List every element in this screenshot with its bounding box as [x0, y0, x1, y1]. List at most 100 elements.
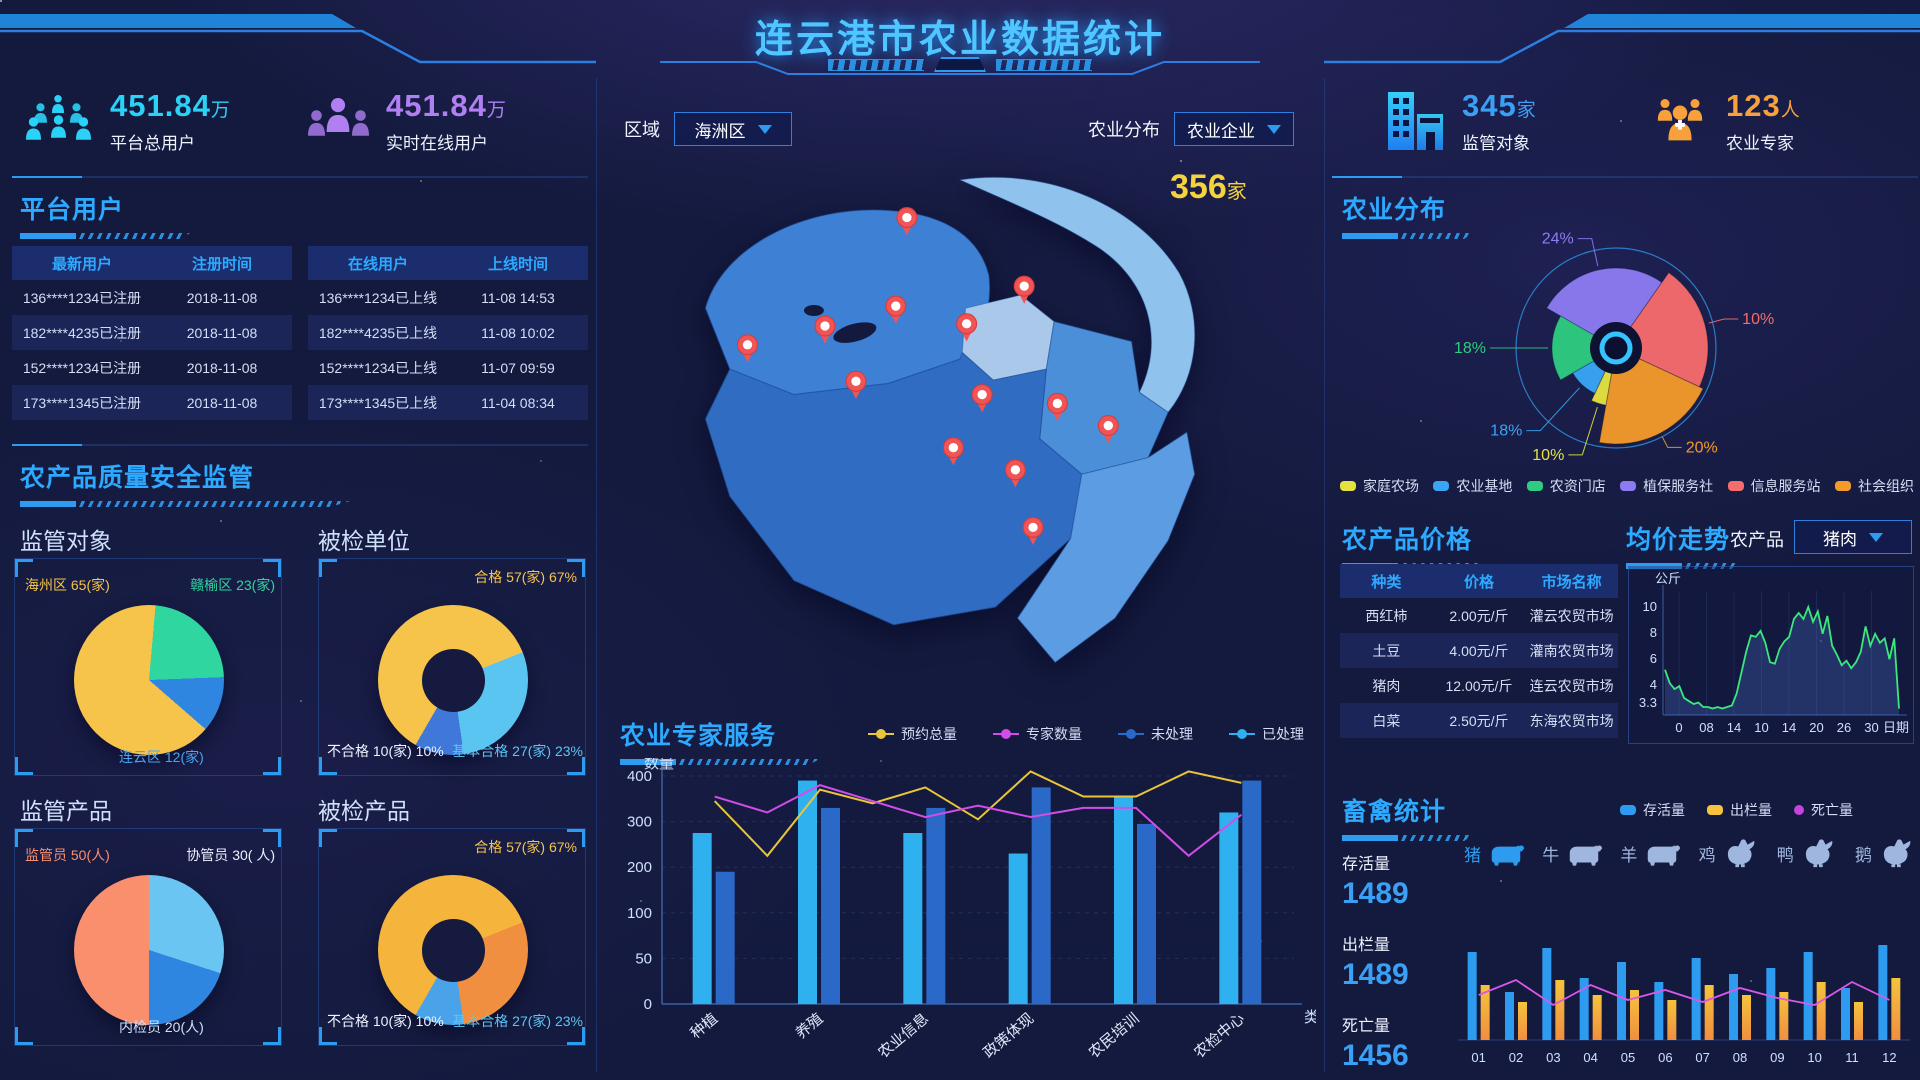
rose-sector[interactable] [1546, 267, 1663, 349]
location-pin-icon[interactable] [971, 384, 993, 413]
online-users-table: 在线用户 上线时间 136****1234已上线 11-08 14:53 182****… [308, 246, 588, 420]
legend-item[interactable]: 已处理 [1229, 724, 1304, 744]
table-cell: 4.00元/斤 [1449, 642, 1509, 659]
y-tick-label: 100 [627, 905, 652, 922]
animal-icon-鹅 [1883, 839, 1911, 868]
right-column: 345家 监管对象 123人 [1332, 70, 1918, 1076]
livestock-stat-死亡量: 死亡量 1456 [1342, 1012, 1456, 1073]
stat-supervise-targets: 345家 监管对象 [1384, 88, 1537, 154]
left-stats-row: 451.84万 平台总用户 451.84万 实时在线用户 [12, 76, 588, 172]
legend-item[interactable]: 社会组织 [1834, 476, 1914, 496]
rose-percent-label: 10% [1742, 311, 1774, 328]
rose-percent-label: 18% [1490, 423, 1522, 440]
x-axis-title: 日期 [1883, 720, 1909, 735]
animal-tab-猪[interactable]: 猪 [1464, 838, 1525, 868]
legend-item[interactable]: 家庭农场 [1340, 476, 1419, 496]
animal-tab-鹅[interactable]: 鹅 [1855, 838, 1916, 868]
animal-icon-猪 [1491, 845, 1525, 866]
legend-item[interactable]: 预约总量 [868, 724, 957, 744]
stat-value: 451.84万 [386, 88, 507, 123]
legend-swatch [1707, 805, 1723, 815]
trend-product-select[interactable]: 猪肉 [1794, 520, 1912, 554]
legend-item[interactable]: 农业基地 [1433, 476, 1512, 496]
table-header-cell: 种类 [1340, 564, 1433, 598]
y-tick-label: 400 [627, 768, 652, 785]
location-pin-icon[interactable] [1004, 459, 1026, 488]
expert-service-legend: 预约总量 专家数量 未处理 已处理 [868, 724, 1304, 744]
location-pin-icon[interactable] [1097, 415, 1119, 444]
donut-chart-checked-unit: 合格 57(家) 67% 不合格 10(家) 10% 基本合格 27(家) 23% [318, 558, 586, 776]
animal-tab-鸭[interactable]: 鸭 [1777, 838, 1838, 868]
legend-swatch [1620, 481, 1637, 491]
table-cell: 182****4235已注册 [22, 324, 142, 341]
chevron-down-icon [1267, 124, 1281, 134]
month-label: 12 [1882, 1050, 1896, 1065]
table-cell: 182****4235已上线 [318, 324, 438, 341]
location-pin-icon[interactable] [814, 315, 836, 344]
table-row: 173****1345已上线 11-04 08:34 [308, 385, 588, 420]
legend-label: 未处理 [1151, 726, 1193, 742]
location-pin-icon[interactable] [942, 437, 964, 466]
animal-tab-牛[interactable]: 牛 [1542, 838, 1603, 868]
table-row: 136****1234已注册 2018-11-08 [12, 280, 292, 315]
animal-tab-鸡[interactable]: 鸡 [1699, 838, 1760, 868]
legend-label: 存活量 [1643, 802, 1685, 818]
legend-label: 预约总量 [901, 726, 957, 742]
stat-value: 345家 [1462, 88, 1537, 123]
x-tick-label: 14 [1727, 720, 1741, 735]
animal-label: 羊 [1620, 845, 1638, 865]
distribution-select[interactable]: 农业企业 [1174, 112, 1294, 146]
location-pin-icon[interactable] [737, 334, 759, 363]
legend-swatch [1118, 729, 1144, 739]
rose-percent-label: 18% [1454, 340, 1486, 357]
region-control: 区域 海洲区 [624, 112, 792, 146]
legend-label: 社会组织 [1857, 478, 1914, 494]
legend-item[interactable]: 植保服务社 [1620, 476, 1713, 496]
table-cell: 152****1234已注册 [22, 359, 142, 376]
city-map [704, 176, 1196, 664]
location-pin-icon[interactable] [1046, 392, 1068, 422]
category-label: 农检中心 [1191, 1010, 1248, 1062]
location-pin-icon[interactable] [1022, 516, 1044, 546]
y-tick-label: 8 [1650, 625, 1657, 640]
latest-users-table: 最新用户 注册时间 136****1234已注册 2018-11-08 182****4… [12, 246, 292, 420]
agri-distribution-rose-chart: 24% 10% 20% 10% 18% 18% [1454, 231, 1774, 464]
animal-icon-羊 [1648, 845, 1681, 866]
location-pin-icon[interactable] [956, 313, 978, 342]
x-tick-label: 10 [1754, 720, 1768, 735]
legend-item[interactable]: 专家数量 [993, 724, 1082, 744]
legend-item[interactable]: 未处理 [1118, 724, 1193, 744]
x-tick-label: 0 [1675, 720, 1682, 735]
chart-subtitle-supervise-target: 监管对象 [20, 528, 112, 554]
animal-tab-羊[interactable]: 羊 [1620, 838, 1681, 868]
right-stats-row: 345家 监管对象 123人 [1332, 76, 1918, 172]
legend-item[interactable]: 存活量 [1620, 800, 1685, 820]
table-cell: 11-08 10:02 [481, 324, 555, 341]
pie-label: 基本合格 27(家) 23% [452, 1013, 583, 1029]
location-pin-icon[interactable] [1013, 275, 1035, 304]
legend-item[interactable]: 死亡量 [1794, 800, 1853, 820]
section-title-livestock: 畜禽统计 [1342, 792, 1472, 841]
section-title-trend: 均价走势 [1626, 520, 1738, 569]
location-pin-icon[interactable] [896, 207, 918, 236]
month-label: 09 [1770, 1050, 1784, 1065]
legend-item[interactable]: 农资门店 [1526, 476, 1606, 496]
location-pin-icon[interactable] [845, 370, 867, 400]
table-cell: 猪肉 [1372, 677, 1401, 694]
rose-sector[interactable] [1551, 315, 1618, 381]
table-header-cell: 价格 [1432, 564, 1526, 598]
region-select[interactable]: 海洲区 [674, 112, 792, 146]
column-separator-right [1324, 78, 1325, 1072]
chevron-down-icon [1869, 532, 1883, 542]
stat-label: 监管对象 [1462, 134, 1530, 153]
price-table: 种类 价格 市场名称 西红柿 2.00元/斤 灌云农贸市场 土豆 4.00元/斤 灌南农贸市场猪… [1340, 564, 1618, 738]
legend-item[interactable]: 信息服务站 [1727, 476, 1821, 496]
stat-label: 出栏量 [1342, 937, 1391, 954]
x-tick-label: 08 [1699, 720, 1713, 735]
location-pin-icon[interactable] [885, 295, 907, 324]
category-label: 种植 [687, 1010, 721, 1042]
legend-item[interactable]: 出栏量 [1707, 800, 1772, 820]
table-cell: 173****1345已注册 [22, 394, 142, 411]
pie-chart-supervise-product: 监管员 50(人) 协管员 30( 人) 内检员 20(人) [14, 828, 282, 1046]
pie-label: 合格 57(家) 67% [474, 839, 577, 855]
